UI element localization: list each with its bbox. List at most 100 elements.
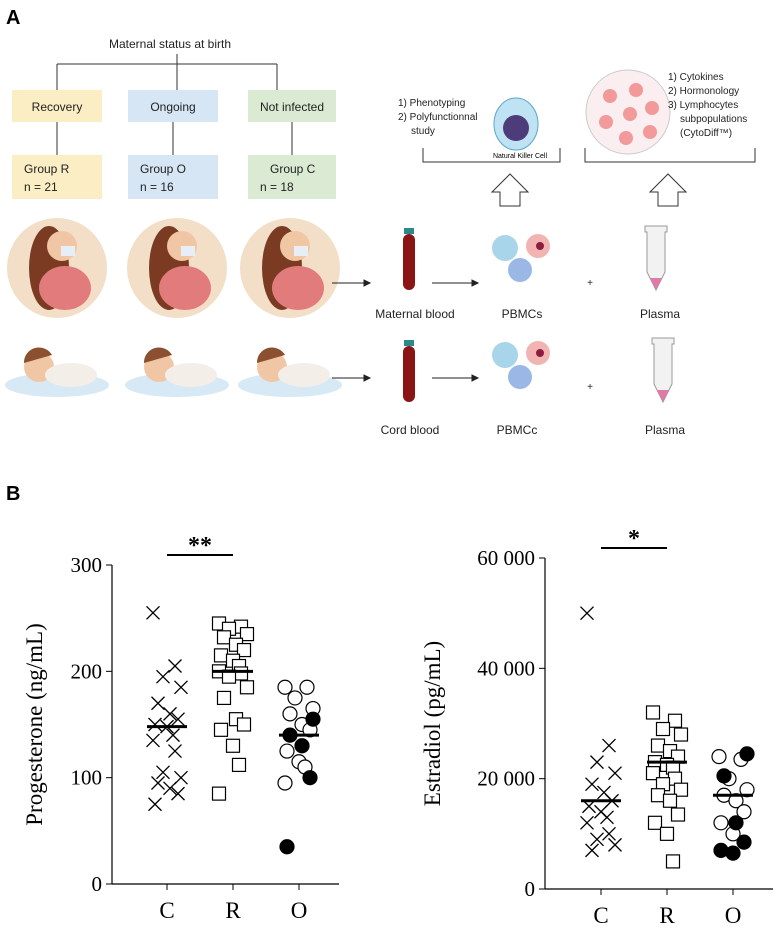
point — [151, 696, 165, 711]
point — [650, 738, 666, 753]
point — [580, 606, 594, 621]
point — [171, 712, 185, 727]
point — [608, 766, 622, 781]
study-item: 1) Phenotyping — [398, 98, 465, 109]
point — [736, 834, 752, 850]
panel-label: B — [6, 483, 20, 505]
point — [645, 766, 661, 781]
point — [216, 690, 232, 706]
point — [602, 738, 616, 753]
point — [213, 648, 229, 663]
point — [713, 815, 729, 831]
point — [163, 781, 177, 796]
point — [585, 843, 599, 858]
point — [655, 721, 671, 737]
plus: + — [587, 382, 593, 393]
nk-cell — [493, 97, 539, 151]
point — [305, 711, 321, 727]
arrows — [332, 279, 480, 382]
point — [231, 757, 247, 773]
point — [146, 733, 160, 748]
study-item: 3) Lymphocytes — [668, 100, 738, 111]
group-box — [12, 155, 102, 199]
point — [213, 722, 229, 737]
point — [211, 786, 227, 801]
group-name: Group O — [140, 162, 186, 176]
point — [282, 706, 298, 722]
point — [171, 786, 185, 801]
hollow-arrow — [648, 173, 688, 207]
hollow-arrow — [490, 173, 530, 207]
x-tick-label: O — [291, 898, 308, 923]
point — [148, 797, 162, 812]
point — [151, 776, 165, 790]
status: Recovery — [32, 100, 83, 114]
point — [716, 768, 732, 784]
x-tick-label: R — [659, 903, 675, 928]
point — [590, 832, 604, 847]
point — [236, 642, 252, 658]
point — [146, 605, 160, 620]
point — [711, 748, 727, 765]
point — [673, 727, 689, 742]
significance: ** — [188, 533, 212, 559]
point — [580, 815, 594, 830]
y-axis-label: Progesterone (ng/mL) — [22, 623, 47, 825]
sample-label: PBMCc — [497, 423, 538, 437]
point — [590, 755, 604, 770]
point — [659, 826, 675, 841]
x-tick-label: O — [725, 903, 742, 928]
point — [174, 680, 188, 695]
y-tick-label: 0 — [525, 877, 536, 901]
study-item: subpopulations — [680, 114, 747, 125]
point — [302, 770, 318, 786]
point — [647, 815, 663, 830]
point — [148, 717, 162, 732]
point — [287, 690, 303, 706]
point — [650, 788, 666, 803]
babies — [5, 347, 342, 397]
point — [239, 627, 255, 642]
status-box — [248, 90, 336, 122]
y-tick-label: 60 000 — [477, 546, 535, 570]
point — [600, 810, 614, 825]
group-box — [248, 155, 336, 199]
point — [168, 659, 182, 673]
point — [233, 666, 249, 681]
point — [670, 807, 686, 822]
nk-label: Natural Killer Cell — [493, 153, 548, 160]
point — [645, 705, 661, 720]
point — [166, 728, 180, 743]
point — [602, 826, 616, 841]
bracket — [422, 148, 561, 163]
diagram-title: Maternal status at birth — [109, 37, 231, 51]
x-tick-label: C — [159, 898, 174, 923]
point — [665, 854, 681, 869]
point — [294, 738, 310, 754]
petri-dish — [585, 69, 671, 155]
panel-label: A — [6, 7, 20, 29]
point — [277, 775, 293, 791]
point — [156, 669, 170, 684]
status-box — [128, 90, 218, 122]
point — [739, 746, 755, 762]
point — [728, 815, 744, 831]
group-name: Group R — [24, 162, 70, 176]
study-item: study — [411, 126, 435, 137]
sample-label: Plasma — [640, 307, 680, 321]
sample-label: Plasma — [645, 423, 685, 437]
point — [299, 679, 315, 695]
x-tick-label: R — [225, 898, 241, 923]
plus: + — [587, 278, 593, 289]
point — [236, 717, 252, 732]
y-tick-label: 100 — [71, 766, 103, 790]
point — [673, 782, 689, 797]
y-axis-label: Estradiol (pg/mL) — [420, 641, 445, 806]
significance: * — [628, 526, 640, 552]
point — [662, 793, 678, 808]
y-tick-label: 300 — [71, 553, 103, 577]
blood-tubes — [403, 228, 415, 402]
plasma-tubes — [644, 225, 675, 404]
group-n: n = 21 — [24, 180, 58, 194]
